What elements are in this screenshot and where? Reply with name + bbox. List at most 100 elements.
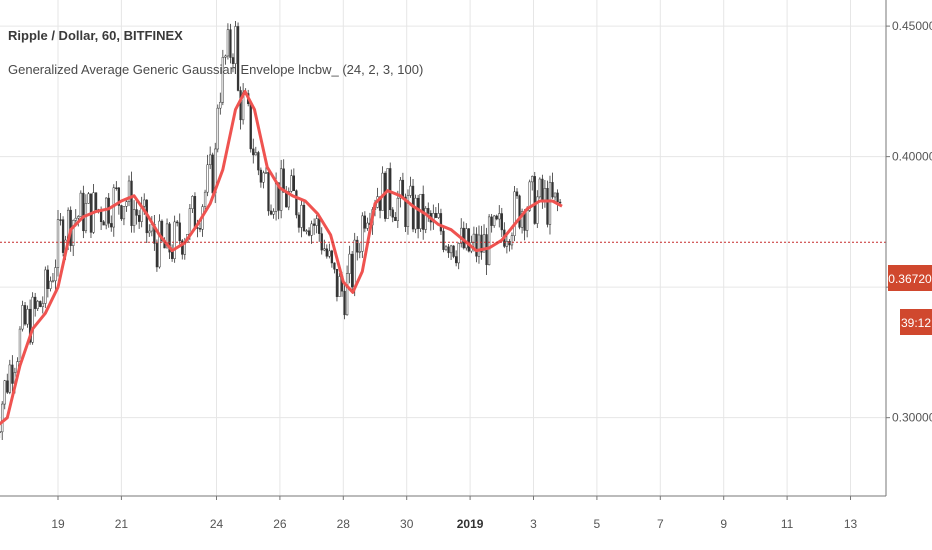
candle-body [495,215,498,220]
candle-body [274,182,278,212]
candle-body [206,164,209,193]
candle-body [518,195,521,228]
candle-body [127,180,131,202]
candle-body [533,176,536,224]
candle-body [41,303,44,307]
candle-body [54,267,57,282]
candle-body [272,211,275,215]
candle-body [528,181,531,211]
candle-body [437,213,440,218]
candle-body [26,308,29,325]
candle-body [556,192,559,203]
candle-body [323,248,326,251]
candle-body [39,301,42,307]
candle-body [335,268,339,297]
candle-body [138,215,141,222]
time-tick-label: 19 [51,517,65,531]
candle-body [110,223,113,228]
candle-body [551,182,554,198]
candle-body [115,187,118,190]
candle-body [386,168,389,219]
candle-body [46,269,50,289]
candle-body [287,191,290,208]
candle-body [165,223,169,249]
candle-body [209,154,212,166]
candle-body [356,239,359,253]
candle-body [188,208,192,235]
candle-body [178,222,181,241]
candle-body [264,171,268,174]
price-tick-label: 0.45000 [892,19,932,33]
candle-body [404,196,407,227]
candle-body [343,290,346,316]
candle-body [338,276,341,297]
candle-body [130,180,133,226]
time-tick-label: 13 [844,517,858,531]
candle-body [148,230,151,234]
candle-body [18,328,22,362]
time-tick-label: 3 [530,517,537,531]
candle-body [493,215,496,226]
countdown-label: 39:12 [901,316,931,330]
candle-body [505,241,509,247]
candle-body [427,208,430,214]
candle-body [125,201,128,207]
candle-body [358,251,361,253]
candle-body [444,246,448,250]
candle-body [49,280,52,289]
countdown-badge: 39:12 [900,309,932,335]
candle-body [269,210,273,215]
candle-body [482,234,486,253]
candle-body [414,197,417,230]
candle-body [467,228,470,252]
candle-body [94,192,98,211]
candle-body [406,195,410,227]
time-tick-label: 7 [657,517,664,531]
candle-body [546,188,549,225]
candle-body [513,191,516,236]
candle-body [56,219,60,268]
candle-body [72,220,75,246]
candle-body [389,168,392,211]
time-tick-label: 28 [337,517,351,531]
candle-body [117,187,121,206]
candle-body [168,223,171,253]
time-tick-label: 11 [781,517,794,531]
candle-body [28,308,32,343]
candle-body [307,230,311,236]
candle-body [515,191,519,197]
candle-body [487,216,491,266]
candle-body [508,241,511,246]
candle-body [333,262,336,270]
candle-body [538,178,541,198]
candle-body [6,380,9,393]
candle-body [181,240,184,255]
candle-body [457,243,460,264]
candle-body [439,213,443,232]
candle-body [455,256,458,264]
candle-body [434,213,438,218]
candle-body [105,197,108,226]
candle-body [3,380,6,405]
candle-body [312,223,316,226]
candle-body [193,196,197,228]
candle-body [297,214,301,228]
candle-body [160,220,164,241]
candle-body [465,228,468,249]
candle-body [36,301,39,309]
candle-body [203,191,207,207]
current-price-label: 0.36720 [888,272,932,286]
price-tick-label: 0.40000 [892,150,932,164]
candle-body [424,208,427,230]
candle-body [480,234,483,253]
time-tick-label: 9 [720,517,727,531]
current-price-badge: 0.36720 [888,265,932,291]
candle-body [143,199,146,207]
price-tick-label: 0.30000 [892,411,932,425]
candle-body [351,253,354,288]
candle-body [254,152,257,156]
time-axis: 19 21 24 26 28 30 2019 3 5 7 9 11 13 [51,496,857,531]
candle-body [472,233,476,243]
